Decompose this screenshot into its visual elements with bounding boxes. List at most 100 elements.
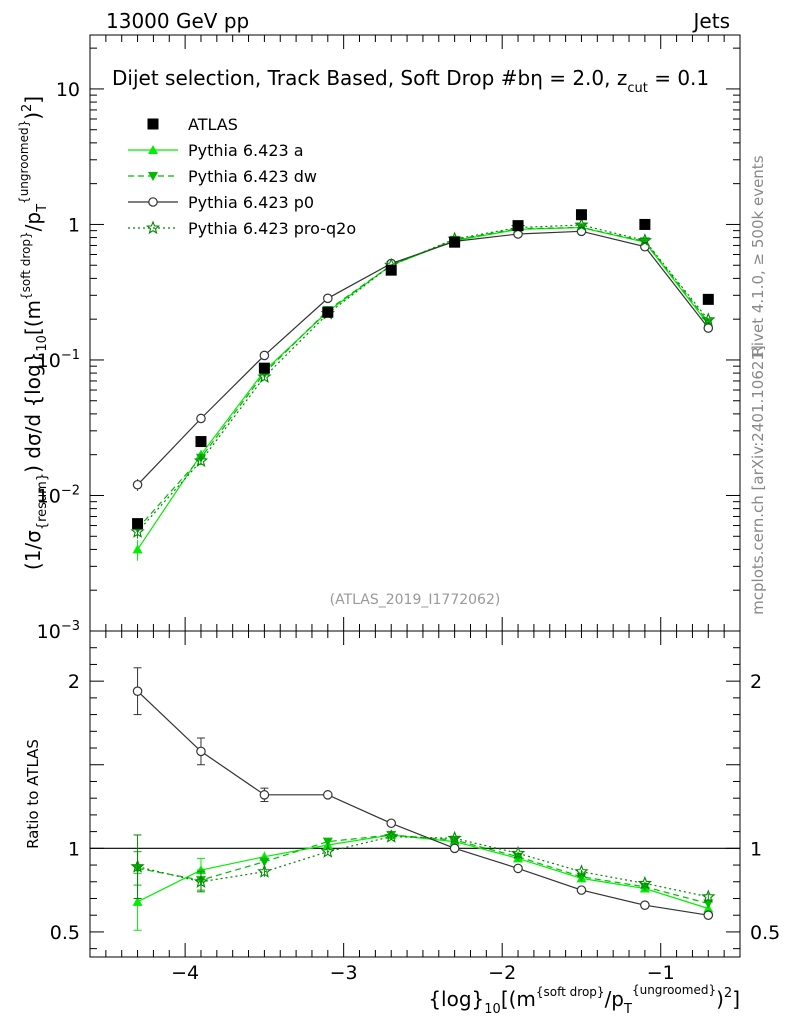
y-axis-label: (1/σ{resum}) dσ/d {log}10[(m{soft drop}/…	[17, 96, 50, 570]
data-point	[703, 323, 714, 333]
data-point	[259, 350, 270, 361]
series-line-main	[137, 230, 709, 486]
ratio-point	[574, 864, 589, 878]
data-point	[132, 479, 143, 490]
atlas-data-point	[639, 218, 651, 230]
legend-marker	[145, 220, 161, 235]
ratio-point	[447, 830, 462, 845]
ratio-point	[703, 910, 714, 921]
data-point	[323, 293, 333, 304]
data-point	[701, 312, 716, 326]
chart-title: Dijet selection, Track Based, Soft Drop …	[112, 66, 709, 96]
data-point	[130, 524, 145, 538]
header-left: 13000 GeV pp	[106, 9, 249, 33]
legend-marker	[148, 197, 158, 207]
legend-marker	[147, 118, 159, 130]
legend-marker	[148, 145, 158, 154]
ratio-point	[576, 872, 587, 882]
ratio-tick-label-right: 2	[750, 671, 762, 693]
ratio-point	[386, 818, 397, 829]
data-point	[193, 453, 209, 467]
ratio-point	[132, 686, 143, 696]
atlas-data-point	[258, 362, 270, 374]
ratio-point	[323, 790, 333, 800]
chart-title-value: = 0.1	[648, 66, 709, 90]
legend-item: ATLAS	[147, 115, 238, 134]
legend-label: Pythia 6.423 p0	[188, 193, 314, 212]
ratio-tick-label: 2	[68, 671, 80, 693]
atlas-data-point	[195, 436, 207, 448]
data-point	[196, 413, 206, 424]
data-point	[639, 237, 650, 247]
x-tick-label: −3	[330, 962, 358, 984]
chart-title-main: Dijet selection, Track Based, Soft Drop …	[112, 66, 530, 90]
y-tick-label: 10	[56, 79, 80, 101]
legend: ATLAS Pythia 6.423 a Pythia 6.423 dw Pythia…	[128, 115, 356, 238]
chart-title-cut: cut	[627, 81, 647, 96]
ratio-point	[132, 896, 143, 906]
ratio-point	[259, 857, 270, 867]
legend-item: Pythia 6.423 a	[128, 141, 304, 160]
atlas-data-point	[512, 220, 524, 232]
legend-label: Pythia 6.423 dw	[188, 167, 317, 186]
legend-marker	[148, 172, 158, 181]
ratio-point	[193, 874, 209, 888]
data-layer	[132, 209, 714, 530]
x-axis-label: {log}10[(m{soft drop}/pT{ungroomed})2]	[428, 983, 740, 1017]
data-point	[257, 369, 272, 383]
axes-layer: −4 −3 −2 −1 10 1 10−1 10−2 10−3 2 2 1 1 0.5 0.5	[37, 35, 780, 984]
data-point	[637, 233, 653, 247]
data-point	[574, 217, 589, 232]
atlas-data-point	[575, 209, 587, 221]
ratio-point	[130, 859, 145, 873]
ratio-point	[449, 843, 460, 854]
x-tick-label: −2	[488, 962, 516, 984]
ratio-point	[322, 837, 333, 847]
legend-item: Pythia 6.423 pro-q2o	[128, 219, 356, 238]
chart-title-suffix: η = 2.0, z	[530, 66, 627, 90]
series-2	[132, 226, 714, 921]
ratio-tick-label-right: 0.5	[750, 922, 780, 944]
x-tick-label: −1	[647, 962, 675, 984]
series-line-ratio	[137, 834, 709, 910]
ratio-point	[637, 875, 653, 890]
series-line-main	[137, 226, 709, 550]
x-tick-label: −4	[171, 962, 199, 984]
header-right: Jets	[692, 9, 730, 33]
atlas-data-point	[449, 236, 461, 248]
series-0	[132, 222, 714, 931]
series-1	[132, 223, 714, 909]
rivet-label: Rivet 4.1.0, ≥ 500k events	[749, 155, 767, 356]
legend-label: Pythia 6.423 a	[188, 141, 304, 160]
data-point	[132, 544, 143, 554]
atlas-data-point	[322, 306, 334, 318]
ratio-point	[510, 845, 526, 860]
y-tick-label: 1	[68, 214, 80, 236]
ratio-tick-label: 0.5	[50, 922, 80, 944]
ratio-point	[576, 885, 587, 895]
ratio-point	[703, 899, 714, 909]
ratio-point	[257, 864, 272, 878]
analysis-id: (ATLAS_2019_I1772062)	[330, 592, 501, 608]
series-line-ratio	[137, 690, 709, 916]
y-tick-label: 10−2	[37, 483, 80, 507]
ratio-panel	[89, 630, 741, 958]
ratio-tick-label: 1	[68, 838, 80, 860]
series-line-ratio	[137, 834, 709, 905]
series-line-main	[137, 224, 709, 533]
series-line-ratio	[137, 835, 709, 898]
legend-label: ATLAS	[188, 115, 238, 134]
ratio-point	[196, 746, 206, 757]
ratio-point	[320, 844, 335, 858]
atlas-data-point	[385, 264, 397, 276]
mcplots-label: mcplots.cern.ch [arXiv:2401.10621]	[749, 345, 767, 615]
ratio-y-axis-label: Ratio to ATLAS	[24, 739, 42, 849]
ratio-point	[640, 900, 650, 910]
series-layer	[130, 217, 716, 931]
series-line-main	[137, 226, 709, 529]
y-tick-label: 10−3	[37, 619, 80, 643]
series-3	[130, 217, 716, 903]
legend-item: Pythia 6.423 dw	[128, 167, 317, 186]
atlas-data-point	[702, 293, 714, 305]
